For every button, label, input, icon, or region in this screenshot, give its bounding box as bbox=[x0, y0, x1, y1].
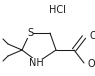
Text: HCl: HCl bbox=[49, 5, 65, 15]
Text: O: O bbox=[89, 31, 95, 41]
Text: NH: NH bbox=[29, 58, 43, 68]
Text: S: S bbox=[27, 28, 33, 38]
Text: OH: OH bbox=[88, 59, 95, 69]
